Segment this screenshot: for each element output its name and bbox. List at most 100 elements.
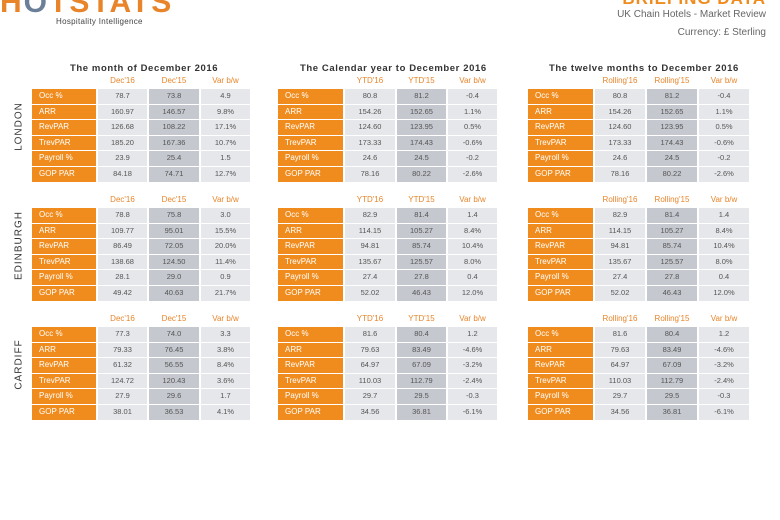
table-row: RevPAR 124.60 123.95 0.5%	[278, 120, 497, 135]
column-header: Rolling'15	[654, 314, 690, 323]
logo-wordmark: HOTSTATS	[0, 0, 174, 19]
value-cell: 29.5	[647, 389, 697, 404]
row-label: TrevPAR	[32, 254, 96, 270]
value-cell: 74.71	[149, 167, 199, 182]
variance-cell: 10.7%	[201, 135, 250, 151]
table-row: Occ % 81.6 80.4 1.2	[278, 327, 497, 342]
value-cell: 79.33	[98, 342, 147, 358]
row-label: Occ %	[32, 327, 96, 342]
column-header: Var b/w	[710, 76, 738, 85]
value-cell: 24.6	[595, 151, 645, 166]
row-label: Occ %	[278, 327, 343, 342]
table-row: TrevPAR 110.03 112.79 -2.4%	[528, 373, 749, 389]
row-label: TrevPAR	[528, 373, 593, 389]
table-row: Payroll % 29.7 29.5 -0.3	[528, 389, 749, 404]
table-row: ARR 114.15 105.27 8.4%	[528, 223, 749, 239]
value-cell: 83.49	[647, 342, 697, 358]
value-cell: 109.77	[98, 223, 147, 239]
column-header: Var b/w	[212, 195, 239, 204]
variance-cell: 12.7%	[201, 167, 250, 182]
value-cell: 75.8	[149, 208, 199, 223]
variance-cell: 1.1%	[699, 104, 749, 120]
value-cell: 74.0	[149, 327, 199, 342]
table-row: ARR 160.97 146.57 9.8%	[32, 104, 250, 120]
city-label-edinburgh: EDINBURGH	[13, 211, 25, 281]
value-cell: 52.02	[595, 286, 645, 301]
variance-cell: 17.1%	[201, 120, 250, 135]
table-row: TrevPAR 185.20 167.36 10.7%	[32, 135, 250, 151]
value-cell: 79.63	[345, 342, 395, 358]
row-label: RevPAR	[528, 358, 593, 373]
table-row: ARR 79.33 76.45 3.8%	[32, 342, 250, 358]
row-label: RevPAR	[278, 239, 343, 254]
variance-cell: 1.5	[201, 151, 250, 166]
row-label: TrevPAR	[528, 135, 593, 151]
value-cell: 36.81	[647, 405, 697, 420]
table-row: GOP PAR 78.16 80.22 -2.6%	[278, 167, 497, 182]
column-header: Var b/w	[459, 195, 486, 204]
row-label: Payroll %	[528, 389, 593, 404]
value-cell: 95.01	[149, 223, 199, 239]
row-label: TrevPAR	[278, 254, 343, 270]
column-header: Var b/w	[212, 76, 239, 85]
value-cell: 124.72	[98, 373, 147, 389]
row-label: Payroll %	[278, 270, 343, 285]
row-label: GOP PAR	[278, 286, 343, 301]
variance-cell: 21.7%	[201, 286, 250, 301]
value-cell: 27.4	[345, 270, 395, 285]
row-label: ARR	[528, 104, 593, 120]
value-cell: 105.27	[397, 223, 446, 239]
table-row: Occ % 80.8 81.2 -0.4	[528, 89, 749, 104]
report-subtitle: UK Chain Hotels - Market Review	[617, 9, 766, 20]
section-title-rolling: The twelve months to December 2016	[549, 63, 739, 74]
variance-cell: -0.6%	[448, 135, 497, 151]
variance-cell: 0.5%	[699, 120, 749, 135]
value-cell: 64.97	[345, 358, 395, 373]
value-cell: 152.65	[397, 104, 446, 120]
value-cell: 174.43	[397, 135, 446, 151]
variance-cell: 0.4	[448, 270, 497, 285]
table-row: TrevPAR 138.68 124.50 11.4%	[32, 254, 250, 270]
row-label: GOP PAR	[278, 405, 343, 420]
column-header: Rolling'16	[602, 76, 638, 85]
value-cell: 76.45	[149, 342, 199, 358]
value-cell: 78.8	[98, 208, 147, 223]
row-label: RevPAR	[278, 358, 343, 373]
variance-cell: -2.6%	[699, 167, 749, 182]
value-cell: 82.9	[595, 208, 645, 223]
table-row: Payroll % 24.6 24.5 -0.2	[528, 151, 749, 166]
column-header: Var b/w	[459, 314, 486, 323]
value-cell: 46.43	[647, 286, 697, 301]
value-cell: 108.22	[149, 120, 199, 135]
column-header: Dec'16	[110, 195, 135, 204]
table-row: GOP PAR 78.16 80.22 -2.6%	[528, 167, 749, 182]
value-cell: 36.53	[149, 405, 199, 420]
table-row: Occ % 82.9 81.4 1.4	[278, 208, 497, 223]
table-row: ARR 154.26 152.65 1.1%	[278, 104, 497, 120]
row-label: Payroll %	[528, 270, 593, 285]
value-cell: 61.32	[98, 358, 147, 373]
table-row: TrevPAR 110.03 112.79 -2.4%	[278, 373, 497, 389]
variance-cell: 1.4	[448, 208, 497, 223]
value-cell: 94.81	[345, 239, 395, 254]
value-cell: 28.1	[98, 270, 147, 285]
value-cell: 67.09	[647, 358, 697, 373]
value-cell: 24.5	[647, 151, 697, 166]
value-cell: 29.5	[397, 389, 446, 404]
table-row: TrevPAR 124.72 120.43 3.6%	[32, 373, 250, 389]
variance-cell: 8.0%	[448, 254, 497, 270]
value-cell: 72.05	[149, 239, 199, 254]
logo-tagline: Hospitality Intelligence	[56, 17, 143, 26]
table-row: Payroll % 24.6 24.5 -0.2	[278, 151, 497, 166]
variance-cell: 12.0%	[699, 286, 749, 301]
row-label: RevPAR	[528, 239, 593, 254]
variance-cell: 1.2	[448, 327, 497, 342]
variance-cell: -0.3	[448, 389, 497, 404]
variance-cell: -0.4	[448, 89, 497, 104]
table-row: ARR 114.15 105.27 8.4%	[278, 223, 497, 239]
value-cell: 114.15	[595, 223, 645, 239]
variance-cell: -0.2	[448, 151, 497, 166]
value-cell: 124.50	[149, 254, 199, 270]
variance-cell: 1.4	[699, 208, 749, 223]
value-cell: 185.20	[98, 135, 147, 151]
